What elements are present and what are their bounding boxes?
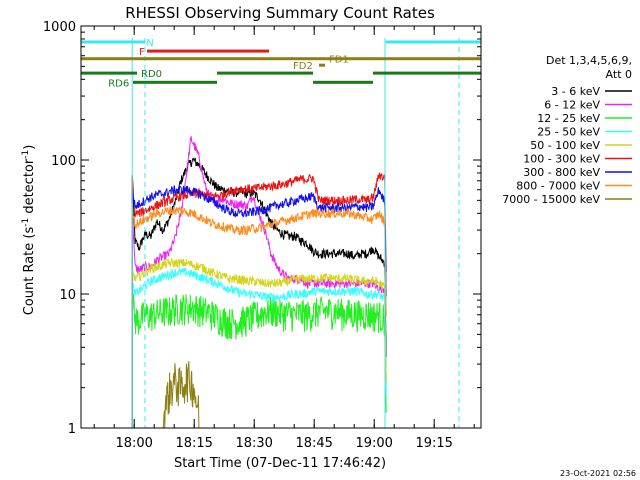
flag-bar-N xyxy=(385,40,481,44)
x-axis-label: Start Time (07-Dec-11 17:46:42) xyxy=(174,456,386,471)
legend-label: 3 - 6 keV xyxy=(551,85,600,98)
legend-header-line-1: Det 1,3,4,5,6,9, xyxy=(546,54,632,67)
legend-label: 6 - 12 keV xyxy=(544,99,600,112)
y-axis-label: Count Rate (s-1 detector-1) xyxy=(21,145,37,316)
x-tick-label: 18:00 xyxy=(115,436,152,451)
y-tick-label: 10 xyxy=(59,288,76,303)
flag-layer: NF FD1 FD2 RD0 RD6 xyxy=(81,38,481,89)
series-layer xyxy=(131,136,387,429)
legend-label: 7000 - 15000 keV xyxy=(502,193,600,206)
x-tick-label: 18:45 xyxy=(295,436,332,451)
series-line-6 xyxy=(131,185,387,428)
flag-bar-N xyxy=(81,40,145,44)
flag-label-F: F xyxy=(139,47,145,58)
series-line-4 xyxy=(131,257,387,428)
y-tick-label: 1 xyxy=(68,422,76,437)
series-line-3 xyxy=(131,267,387,428)
flag-bar-RD0 xyxy=(81,71,137,75)
legend-label: 50 - 100 keV xyxy=(530,139,600,152)
x-tick-label: 19:00 xyxy=(355,436,392,451)
generation-timestamp: 23-Oct-2021 02:56 xyxy=(560,469,636,478)
legend-label: 300 - 800 keV xyxy=(523,166,600,179)
y-axis-label-sup1: -1 xyxy=(21,218,31,227)
flag-label-FD2: FD2 xyxy=(293,61,313,72)
y-axis-label-sup2: -1 xyxy=(21,150,31,159)
flag-bar-RD6 xyxy=(133,80,217,84)
x-tick-label: 19:15 xyxy=(415,436,452,451)
y-axis-label-end: ) xyxy=(22,145,37,150)
legend-label: 25 - 50 keV xyxy=(537,126,600,139)
legend-label: 800 - 7000 keV xyxy=(516,180,600,193)
x-tick-label: 18:15 xyxy=(175,436,212,451)
flag-bar-RD0 xyxy=(217,71,313,75)
flag-label-RD6: RD6 xyxy=(108,78,129,89)
flag-bar-RD6 xyxy=(313,80,373,84)
flag-label-RD0: RD0 xyxy=(141,69,162,80)
legend-label: 100 - 300 keV xyxy=(523,153,600,166)
series-line-5 xyxy=(131,172,387,428)
y-axis: 1 10 100 1000 xyxy=(43,20,481,437)
y-axis-label-mid: detector xyxy=(22,158,37,218)
chart-title: RHESSI Observing Summary Count Rates xyxy=(125,4,435,22)
y-axis-label-main: Count Rate (s xyxy=(22,227,37,316)
series-line-2 xyxy=(131,293,387,428)
legend-label: 12 - 25 keV xyxy=(537,112,600,125)
x-axis: 18:00 18:15 18:30 18:45 19:00 19:15 xyxy=(93,26,475,451)
series-line-7 xyxy=(131,202,387,428)
legend-header-line-2: Att 0 xyxy=(606,68,632,81)
x-tick-label: 18:30 xyxy=(235,436,272,451)
vline-layer xyxy=(131,38,460,428)
plot-frame xyxy=(80,25,482,429)
flag-bar-F xyxy=(147,49,269,53)
y-tick-label: 1000 xyxy=(43,20,76,35)
flag-bar-FD1 xyxy=(81,57,481,61)
flag-bar-FD2 xyxy=(319,63,325,67)
plot-area: NF FD1 FD2 RD0 RD6 xyxy=(81,38,481,429)
flag-label-N: N xyxy=(146,38,153,49)
series-line-0 xyxy=(131,157,387,428)
flag-label-FD1: FD1 xyxy=(329,55,349,66)
flag-bar-RD0 xyxy=(373,71,481,75)
y-tick-label: 100 xyxy=(51,154,76,169)
